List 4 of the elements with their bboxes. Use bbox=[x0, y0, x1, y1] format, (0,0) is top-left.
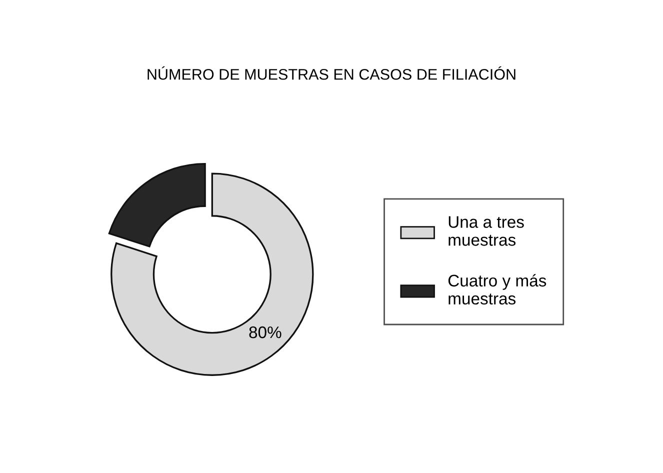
chart-title: NÚMERO DE MUESTRAS EN CASOS DE FILIACIÓN bbox=[148, 66, 516, 80]
legend-label: Cuatro y más muestras bbox=[448, 274, 546, 305]
data-label: 80% bbox=[249, 326, 282, 338]
legend-label: Una a tres muestras bbox=[448, 216, 524, 246]
